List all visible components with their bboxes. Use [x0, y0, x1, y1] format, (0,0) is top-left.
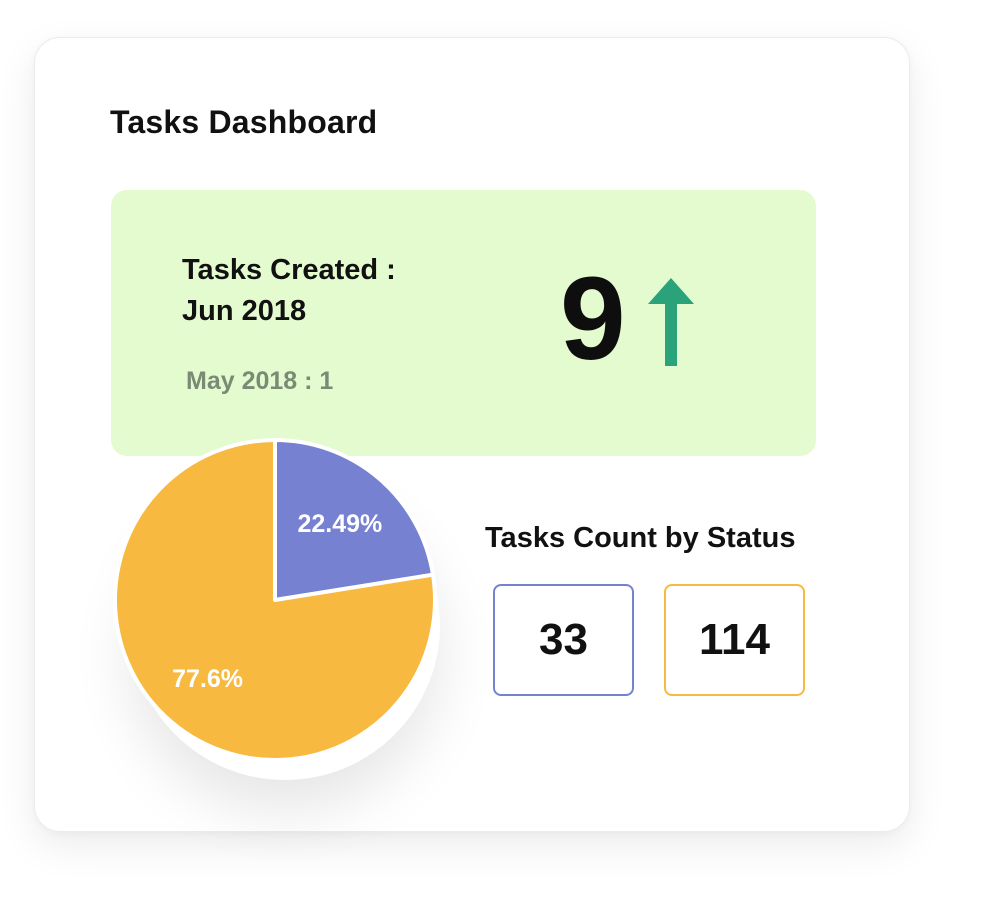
pie-slice[interactable] — [113, 438, 437, 762]
pie-chart-svg: 22.49% 77.6% — [113, 438, 437, 762]
status-count-box[interactable]: 33 — [493, 584, 634, 696]
arrow-up-icon-shape — [648, 278, 694, 366]
kpi-label-metric: Tasks Created : — [182, 254, 396, 286]
pie-slice-label: 77.6% — [172, 665, 243, 693]
kpi-value: 9 — [560, 253, 626, 385]
kpi-panel — [111, 190, 816, 456]
pie-slice-label: 22.49% — [297, 510, 382, 538]
kpi-label: Tasks Created : Jun 2018 — [182, 250, 442, 332]
pie-slice[interactable] — [273, 438, 435, 602]
pie-chart[interactable]: 22.49% 77.6% — [100, 425, 450, 775]
page-title: Tasks Dashboard — [110, 104, 378, 140]
status-count-box[interactable]: 114 — [664, 584, 805, 696]
arrow-up-icon — [646, 278, 696, 373]
kpi-comparison: May 2018 : 1 — [186, 367, 334, 395]
status-title: Tasks Count by Status — [485, 522, 796, 554]
kpi-label-period: Jun 2018 — [182, 295, 307, 327]
